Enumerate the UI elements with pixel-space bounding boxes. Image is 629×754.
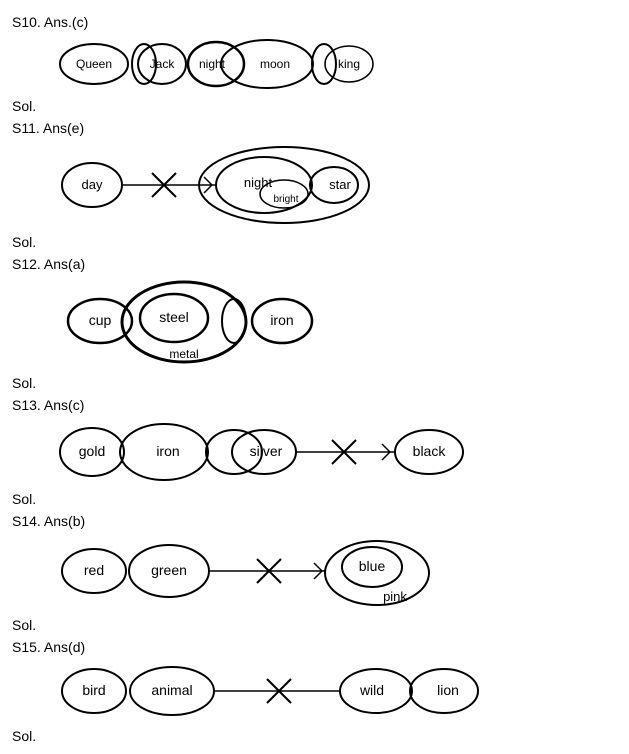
venn-diagram: gold iron silver black — [34, 417, 494, 487]
diagram-wrap: gold iron silver black — [12, 417, 617, 487]
venn-set: Jack — [138, 44, 186, 84]
set-label: day — [82, 177, 103, 192]
venn-set: animal — [130, 667, 214, 715]
question-header: S12. Ans(a) — [12, 256, 617, 272]
set-label: iron — [270, 312, 293, 328]
question-header: S14. Ans(b) — [12, 513, 617, 529]
venn-diagram: bird animal wild lion — [34, 659, 504, 724]
set-label: night — [244, 175, 273, 190]
venn-set: iron — [120, 424, 208, 480]
venn-set: bright — [260, 180, 308, 208]
set-label: Queen — [76, 57, 112, 71]
solution-label: Sol. — [12, 617, 617, 633]
venn-set: wild — [340, 669, 412, 713]
set-label: Jack — [150, 57, 176, 71]
diagram-wrap: red green pink blue — [12, 533, 617, 613]
venn-diagram: day nightbright star — [34, 140, 414, 230]
venn-set: gold — [60, 428, 124, 476]
set-label: king — [338, 57, 360, 71]
venn-set: bird — [62, 669, 126, 713]
solution-label: Sol. — [12, 234, 617, 250]
solution-label: Sol. — [12, 491, 617, 507]
venn-set — [222, 299, 246, 343]
diagram-wrap: day nightbright star — [12, 140, 617, 230]
venn-set: steel — [140, 294, 208, 342]
venn-diagram: cup metal steel iron — [34, 276, 354, 371]
venn-set: star — [310, 167, 358, 203]
set-label: steel — [159, 309, 189, 325]
set-label: pink — [383, 589, 407, 604]
solution-label: Sol. — [12, 98, 617, 114]
set-label: lion — [437, 682, 459, 698]
venn-set — [312, 44, 336, 84]
venn-diagram: red green pink blue — [34, 533, 464, 613]
solution-label: Sol. — [12, 728, 617, 744]
question-header: S10. Ans.(c) — [12, 14, 617, 30]
venn-set: black — [395, 430, 463, 474]
set-label: silver — [250, 443, 283, 459]
diagram-wrap: cup metal steel iron — [12, 276, 617, 371]
venn-set: moon — [221, 40, 313, 88]
set-label: wild — [359, 682, 384, 698]
set-label: moon — [260, 57, 290, 71]
diagram-wrap: Queen Jack night moon king — [12, 34, 617, 94]
question-header: S15. Ans(d) — [12, 639, 617, 655]
venn-diagram: Queen Jack night moon king — [34, 34, 394, 94]
set-label: iron — [156, 443, 179, 459]
set-label: green — [151, 562, 187, 578]
set-label: animal — [151, 682, 192, 698]
solutions-container: S10. Ans.(c) Queen Jack night moon king Sol. S1… — [12, 14, 617, 744]
set-label: star — [329, 177, 351, 192]
solution-label: Sol. — [12, 375, 617, 391]
set-label: blue — [359, 558, 386, 574]
venn-set: king — [325, 46, 373, 82]
set-label: black — [413, 443, 447, 459]
venn-set: red — [62, 549, 126, 593]
question-header: S13. Ans(c) — [12, 397, 617, 413]
set-label: metal — [169, 347, 198, 361]
question-header: S11. Ans(e) — [12, 120, 617, 136]
set-label: cup — [89, 312, 112, 328]
venn-set: lion — [410, 669, 478, 713]
set-label: gold — [79, 443, 105, 459]
set-label: bright — [273, 194, 298, 205]
venn-set: blue — [342, 547, 402, 587]
venn-set: day — [62, 163, 122, 207]
venn-set: silver — [232, 430, 296, 474]
venn-set: green — [129, 545, 209, 597]
diagram-wrap: bird animal wild lion — [12, 659, 617, 724]
venn-set: Queen — [60, 44, 128, 84]
venn-set: iron — [252, 299, 312, 343]
set-label: bird — [82, 682, 105, 698]
venn-set: night — [188, 42, 244, 86]
set-label: red — [84, 562, 104, 578]
